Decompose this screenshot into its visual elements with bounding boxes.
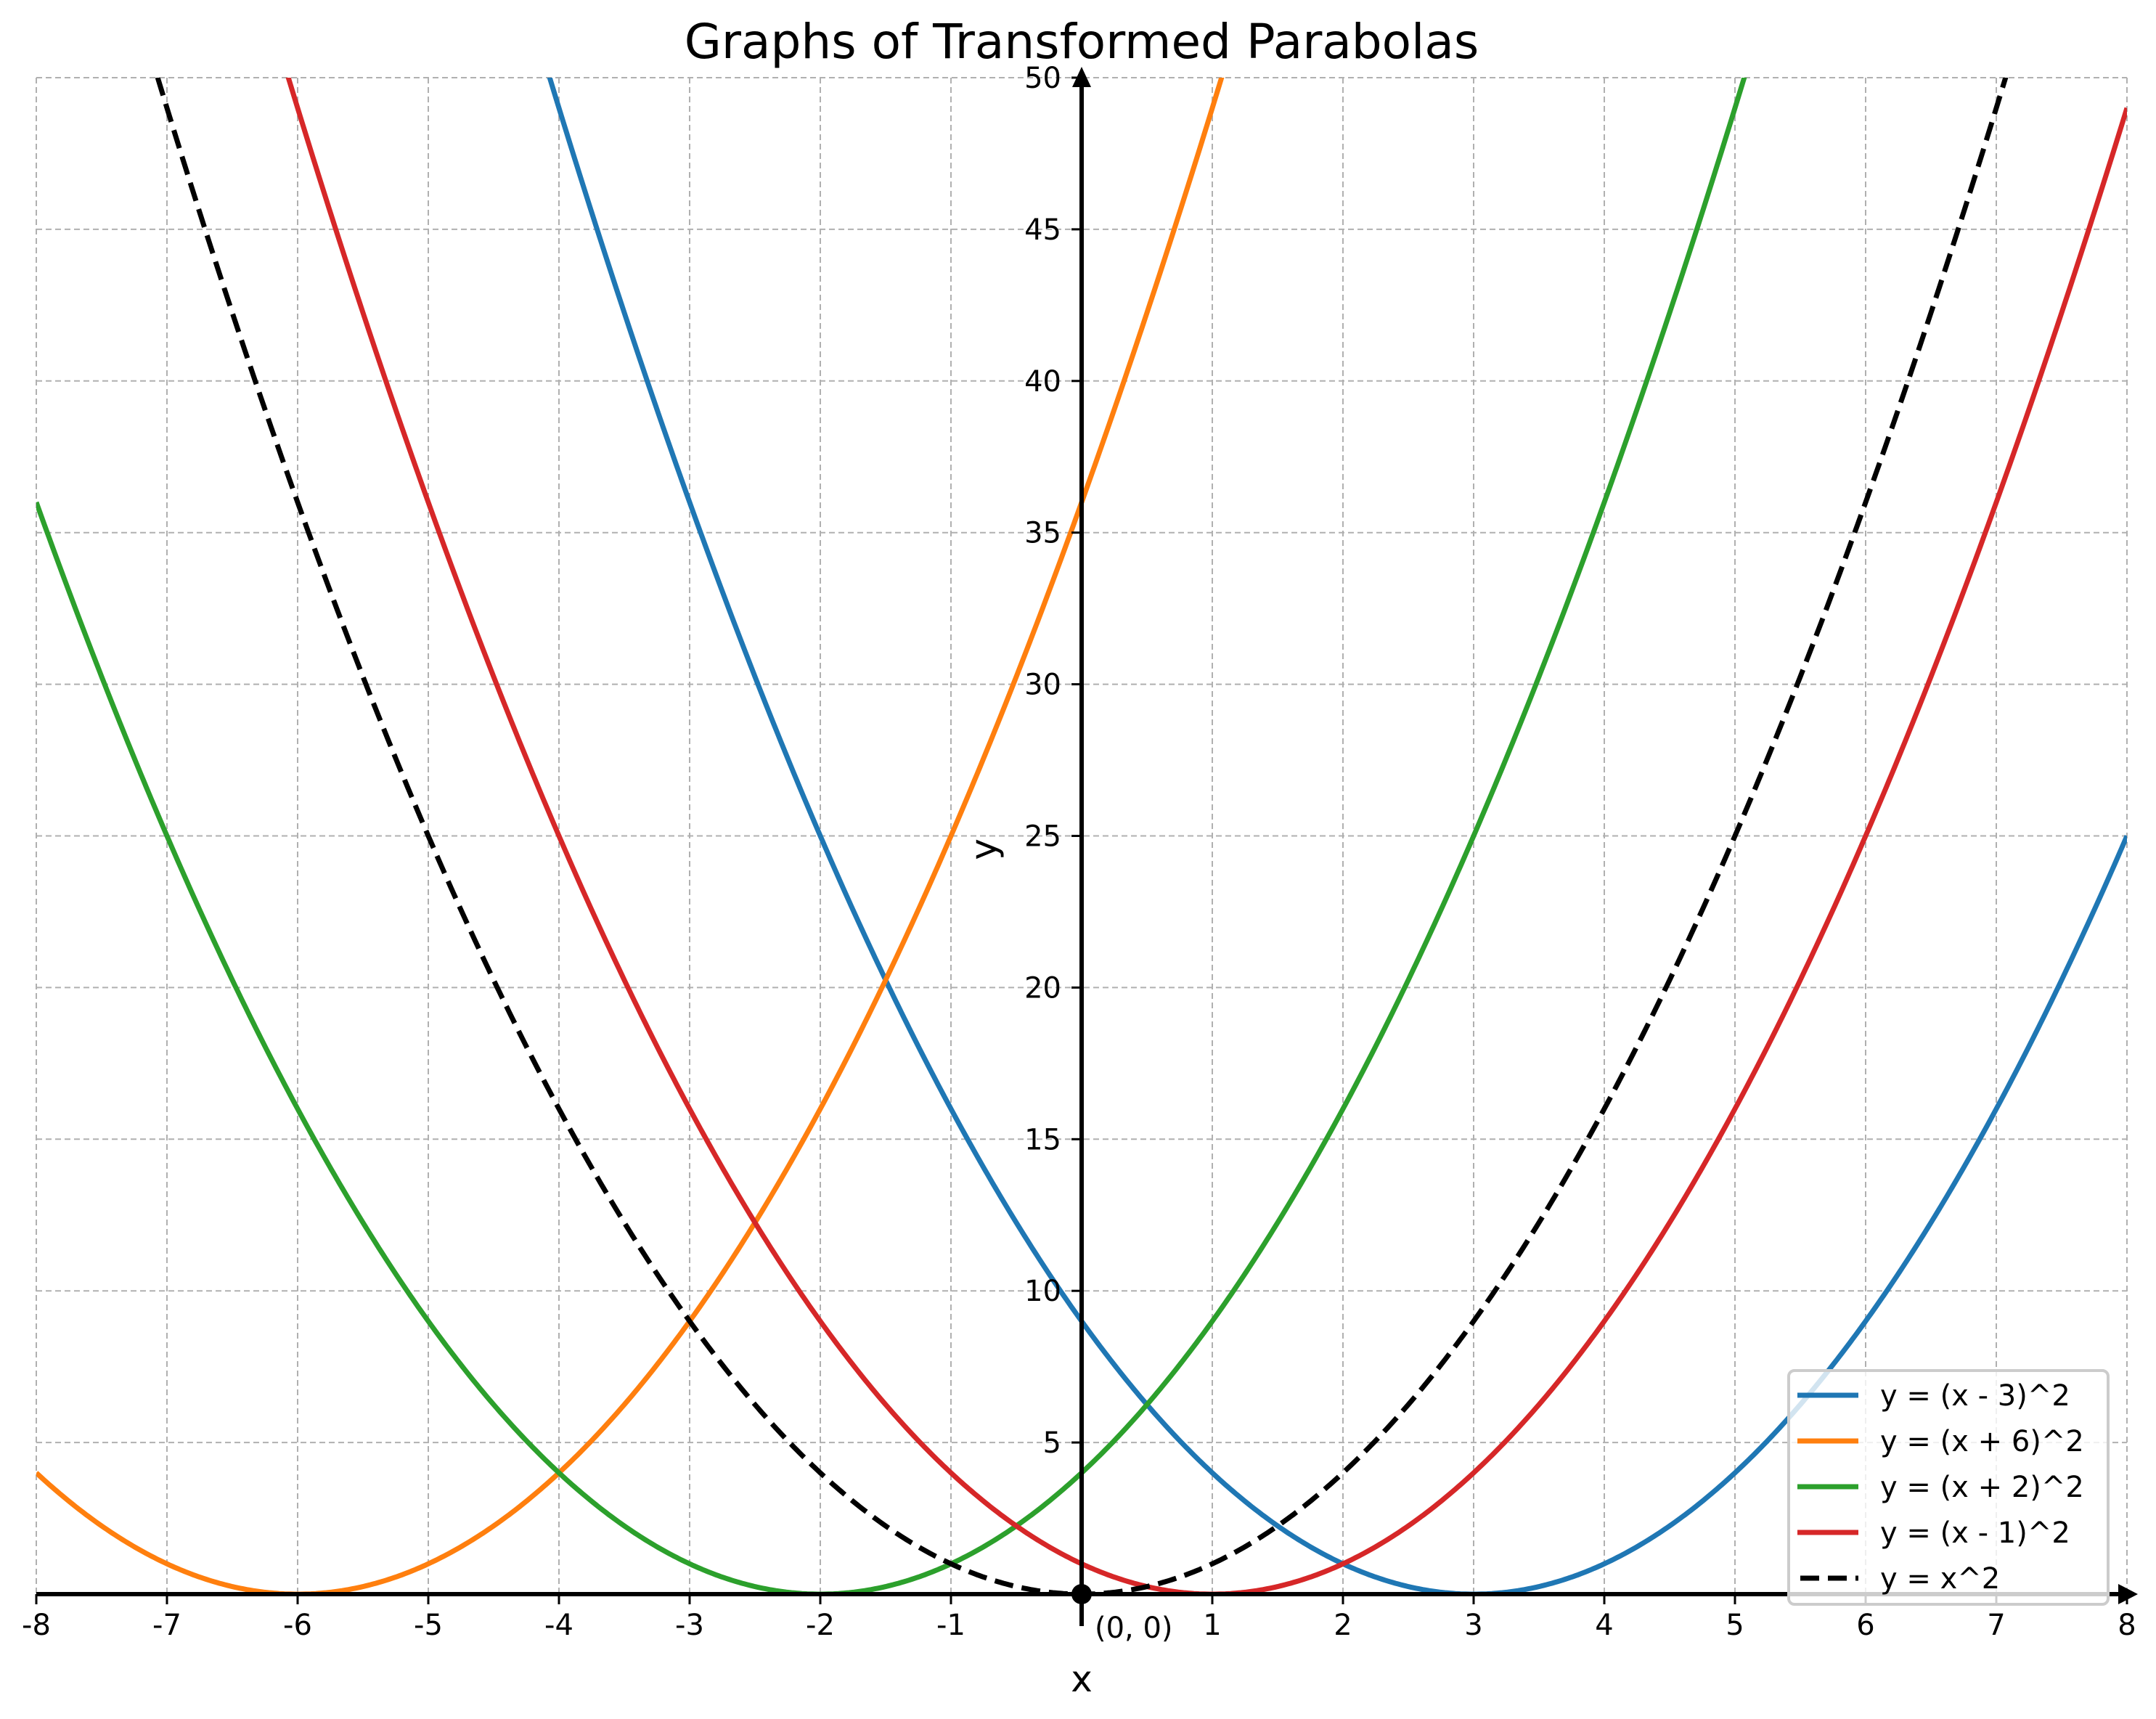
x-tick-label: 8 (2118, 1609, 2136, 1642)
x-tick-label: 5 (1726, 1609, 1744, 1642)
y-tick-label: 10 (1024, 1275, 1061, 1308)
legend-label: y = (x - 1)^2 (1880, 1516, 2070, 1550)
x-tick-label: -3 (675, 1609, 704, 1642)
y-tick-label: 40 (1024, 365, 1061, 399)
x-tick-label: -4 (544, 1609, 573, 1642)
legend-label: y = (x + 2)^2 (1880, 1471, 2084, 1504)
y-tick-label: 15 (1024, 1123, 1061, 1156)
y-tick-label: 30 (1024, 669, 1061, 702)
y-tick-label: 25 (1024, 820, 1061, 854)
x-axis-label: x (1071, 1658, 1093, 1700)
legend-label: y = (x - 3)^2 (1880, 1379, 2070, 1413)
legend-box (1787, 1369, 2110, 1606)
x-tick-label: -7 (152, 1609, 181, 1642)
x-tick-label: 3 (1464, 1609, 1482, 1642)
x-tick-label: -5 (414, 1609, 443, 1642)
y-axis-label: y (963, 838, 1005, 860)
x-tick-label: 2 (1334, 1609, 1352, 1642)
curve-line (155, 78, 2009, 1594)
chart-title: Graphs of Transformed Parabolas (685, 14, 1479, 70)
legend-label: y = x^2 (1880, 1562, 2000, 1596)
x-tick-label: 6 (1856, 1609, 1874, 1642)
x-tick-label: 1 (1203, 1609, 1221, 1642)
x-tick-label: 7 (1987, 1609, 2005, 1642)
y-tick-label: 45 (1024, 213, 1061, 247)
x-tick-label: 4 (1595, 1609, 1613, 1642)
origin-annotation: (0, 0) (1095, 1612, 1173, 1645)
x-tick-label: -8 (22, 1609, 51, 1642)
y-tick-label: 35 (1024, 517, 1061, 550)
legend-label: y = (x + 6)^2 (1880, 1425, 2084, 1458)
y-tick-label: 20 (1024, 971, 1061, 1005)
tick-labels: -8 -7 -6 -5 -4 -3 -2 -1 1 2 3 4 5 6 7 85101520253035404… (22, 62, 2136, 1642)
y-tick-label: 50 (1024, 62, 1061, 95)
x-tick-label: -6 (283, 1609, 312, 1642)
legend: y = (x - 3)^2 y = (x + 6)^2 y = (x + 2)^2 y… (1787, 1369, 2110, 1606)
x-tick-label: -2 (806, 1609, 835, 1642)
origin-point (1071, 1584, 1092, 1604)
x-tick-label: -1 (936, 1609, 965, 1642)
y-tick-label: 5 (1043, 1426, 1061, 1460)
axes (36, 67, 2138, 1626)
